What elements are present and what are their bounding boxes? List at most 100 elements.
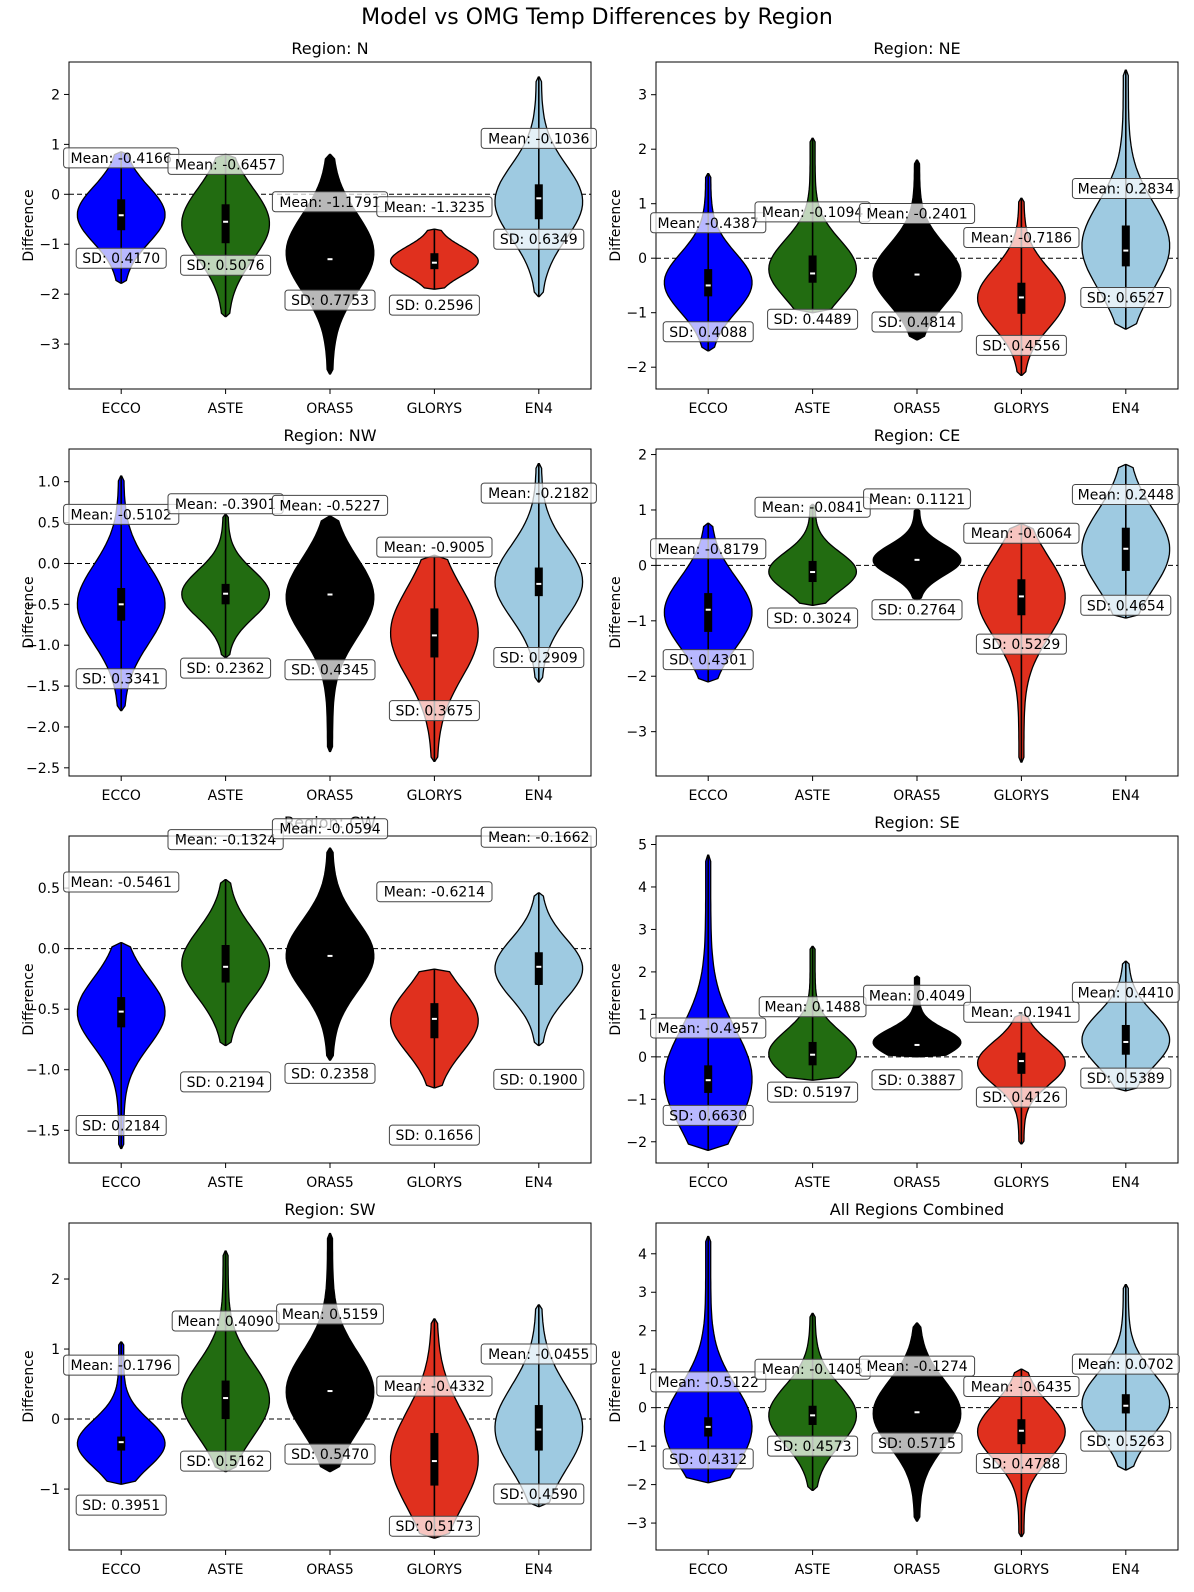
y-axis-label: Difference <box>21 189 37 261</box>
y-axis-label: Difference <box>608 963 624 1035</box>
y-tick-label: −2 <box>626 1135 647 1151</box>
x-tick-label: ASTE <box>795 1562 831 1578</box>
sd-label-en4: SD: 0.5389 <box>1087 1071 1165 1087</box>
x-tick-label: ASTE <box>795 788 831 804</box>
mean-label-ecco: Mean: -0.5461 <box>71 875 172 891</box>
sd-label-ecco: SD: 0.3951 <box>82 1498 160 1514</box>
iqr-box-ecco <box>704 1065 713 1093</box>
sd-label-glorys: SD: 0.2596 <box>395 298 473 314</box>
sd-label-box <box>1080 1430 1172 1452</box>
mean-label-box <box>650 1017 767 1039</box>
chart-panel-4: Region: CE Difference −3 −2 −1 0 1 2 ECCO ASTE ORA… <box>608 426 1180 804</box>
sd-label-oras5: SD: 0.5470 <box>291 1447 369 1463</box>
x-tick-label: EN4 <box>525 1175 553 1191</box>
sd-label-en4: SD: 0.2909 <box>500 650 578 666</box>
sd-label-box <box>1080 594 1172 616</box>
mean-label-box <box>1071 483 1180 505</box>
x-tick-label: ECCO <box>688 1562 727 1578</box>
sd-label-box <box>767 1081 859 1103</box>
mean-label-box <box>650 1371 767 1393</box>
y-tick-label: 0.0 <box>38 556 60 572</box>
y-tick-label: 2 <box>51 1272 60 1288</box>
mean-label-box <box>858 1355 976 1377</box>
sd-label-box <box>871 599 963 621</box>
sd-label-box <box>767 308 859 330</box>
sd-label-box <box>493 646 585 668</box>
chart-panel-6: Region: SE Difference −2 −1 0 1 2 3 4 5 ECCO ASTE OR… <box>608 813 1180 1191</box>
x-tick-label: GLORYS <box>994 1562 1050 1578</box>
mean-label-aste: Mean: -0.3901 <box>175 497 276 513</box>
mean-label-aste: Mean: -0.1405 <box>762 1362 863 1378</box>
sd-label-aste: SD: 0.5076 <box>187 258 265 274</box>
y-tick-label: 1.0 <box>38 475 60 491</box>
sd-label-box <box>180 657 272 679</box>
y-tick-label: −2 <box>626 360 647 376</box>
panel-title: Region: N <box>291 39 368 58</box>
y-tick-label: 3 <box>638 922 647 938</box>
y-tick-label: 0.5 <box>38 881 60 897</box>
mean-label-box <box>863 488 971 510</box>
y-tick-label: 0 <box>638 1401 647 1417</box>
mean-label-box <box>963 522 1080 544</box>
panel-title: Region: NW <box>283 426 376 445</box>
mean-label-box <box>167 829 284 851</box>
iqr-box-glorys <box>430 1003 439 1039</box>
sd-label-box <box>975 1086 1067 1108</box>
chart-panel-8: All Regions Combined Difference −3 −2 −1 0 1 2 3… <box>608 1200 1180 1578</box>
sd-label-aste: SD: 0.2362 <box>187 661 265 677</box>
sd-label-box <box>767 1435 859 1457</box>
mean-label-box <box>63 1354 180 1376</box>
x-tick-label: ECCO <box>101 1175 140 1191</box>
sd-label-box <box>180 1450 272 1472</box>
y-tick-label: 0.5 <box>38 516 60 532</box>
y-tick-label: 0 <box>51 187 60 203</box>
sd-label-glorys: SD: 0.1656 <box>395 1128 473 1144</box>
mean-label-glorys: Mean: -0.7186 <box>971 230 1072 246</box>
y-tick-label: 2 <box>51 87 60 103</box>
mean-label-glorys: Mean: -0.9005 <box>384 540 485 556</box>
x-tick-label: EN4 <box>525 401 553 417</box>
sd-label-box <box>75 1494 167 1516</box>
y-tick-label: −2.5 <box>26 761 60 777</box>
x-tick-label: ECCO <box>688 1175 727 1191</box>
x-tick-label: ECCO <box>688 788 727 804</box>
sd-label-box <box>871 1069 963 1091</box>
mean-label-aste: Mean: -0.0841 <box>762 500 863 516</box>
x-tick-label: ASTE <box>208 1175 244 1191</box>
panel-title: Region: CE <box>874 426 961 445</box>
x-tick-label: EN4 <box>1112 788 1140 804</box>
x-tick-label: ASTE <box>795 1175 831 1191</box>
y-tick-label: −2 <box>39 287 60 303</box>
mean-label-oras5: Mean: 0.5159 <box>282 1307 378 1323</box>
sd-label-oras5: SD: 0.2358 <box>291 1066 369 1082</box>
sd-label-oras5: SD: 0.5715 <box>878 1436 956 1452</box>
x-tick-label: EN4 <box>1112 1562 1140 1578</box>
mean-label-glorys: Mean: -0.6435 <box>971 1380 1072 1396</box>
mean-label-aste: Mean: 0.4090 <box>177 1314 273 1330</box>
sd-label-box <box>388 294 480 316</box>
sd-label-aste: SD: 0.5197 <box>774 1085 852 1101</box>
sd-label-box <box>388 1124 480 1146</box>
sd-label-box <box>662 1104 754 1126</box>
sd-label-oras5: SD: 0.3887 <box>878 1073 956 1089</box>
x-tick-label: ORAS5 <box>893 788 941 804</box>
sd-label-ecco: SD: 0.2184 <box>82 1118 160 1134</box>
mean-label-box <box>276 1303 384 1325</box>
x-tick-label: GLORYS <box>994 401 1050 417</box>
sd-label-box <box>180 254 272 276</box>
sd-label-box <box>75 247 167 269</box>
iqr-box-oras5 <box>326 231 334 275</box>
sd-label-en4: SD: 0.1900 <box>500 1072 578 1088</box>
mean-label-oras5: Mean: -1.1791 <box>279 195 380 211</box>
iqr-box-en4 <box>1121 1394 1130 1414</box>
sd-label-box <box>1080 286 1172 308</box>
iqr-box-en4 <box>534 567 543 597</box>
y-tick-label: −2.0 <box>26 720 60 736</box>
mean-label-ecco: Mean: -0.4166 <box>71 151 172 167</box>
mean-label-box <box>63 871 180 893</box>
iqr-box-glorys <box>430 253 439 270</box>
sd-label-box <box>975 334 1067 356</box>
mean-label-ecco: Mean: -0.4957 <box>658 1021 759 1037</box>
mean-label-box <box>480 482 597 504</box>
